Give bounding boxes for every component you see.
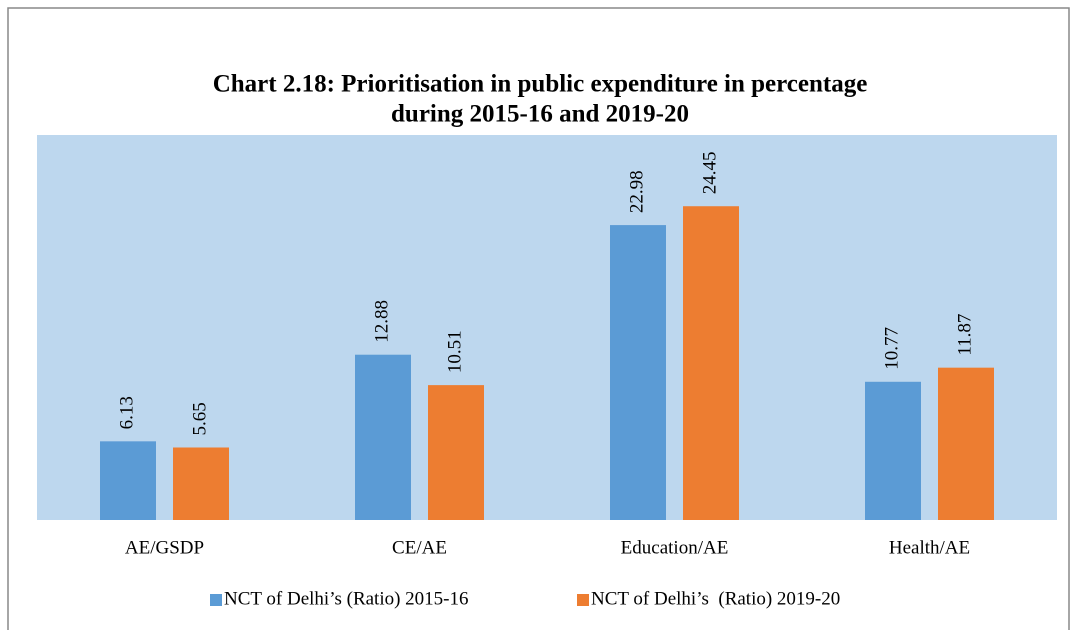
chart-title: Chart 2.18: Prioritisation in public exp… [213,71,868,98]
value-label: 24.45 [699,151,720,194]
value-label: 5.65 [189,402,210,435]
chart-border [7,7,1070,630]
value-label: 11.87 [954,314,975,356]
bar [683,206,739,520]
x-tick-label: Education/AE [621,537,729,558]
x-tick-label: Health/AE [889,537,970,558]
legend-label: NCT of Delhi’s (Ratio) 2015-16 [224,588,469,609]
bar [355,354,411,520]
bar [428,385,484,520]
x-tick-label: AE/GSDP [125,537,204,558]
legend-label: NCT of Delhi’s (Ratio) 2019-20 [591,588,840,609]
legend-swatch [577,594,589,606]
value-label: 12.88 [371,300,392,343]
legend-swatch [210,594,222,606]
value-label: 6.13 [116,396,137,429]
bar [173,447,229,520]
bar [100,441,156,520]
value-label: 22.98 [626,170,647,213]
value-label: 10.51 [444,330,465,373]
chart-title: during 2015-16 and 2019-20 [391,101,689,128]
x-tick-label: CE/AE [392,537,447,558]
bar [610,225,666,520]
bar [865,381,921,520]
bar [938,367,994,520]
value-label: 10.77 [881,327,902,370]
